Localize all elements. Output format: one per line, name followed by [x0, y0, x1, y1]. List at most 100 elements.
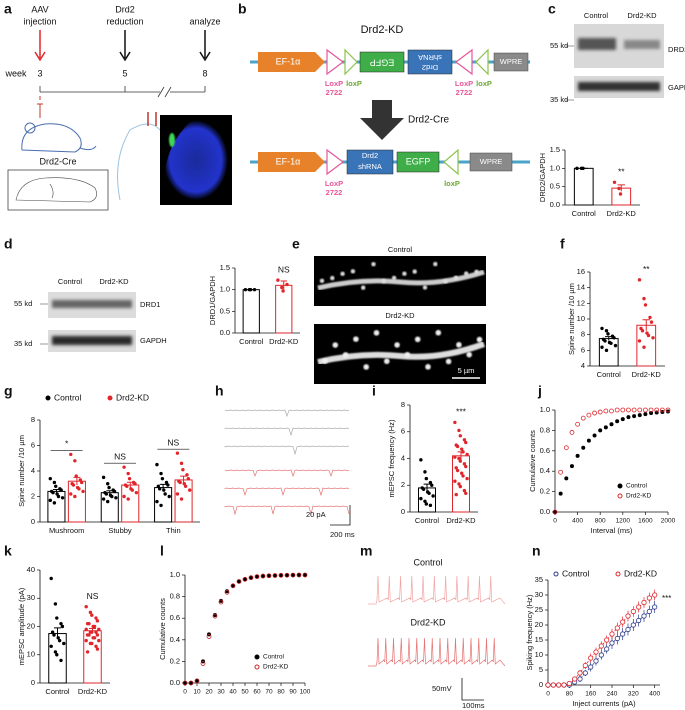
data-point — [179, 497, 184, 501]
data-point — [620, 619, 626, 625]
data-point — [54, 484, 58, 488]
bar — [48, 633, 67, 684]
x-tick-label: Drd2-KD — [446, 516, 476, 525]
data-point — [94, 630, 98, 634]
loxp2722-label: LoxP — [325, 79, 343, 88]
scale-label: 100ms — [462, 701, 485, 710]
data-point — [620, 631, 626, 637]
annotation: NS — [278, 264, 290, 274]
data-point — [156, 484, 161, 488]
data-point — [581, 166, 585, 171]
data-point — [90, 630, 94, 634]
data-point — [625, 626, 631, 633]
x-tick-label: 90 — [289, 689, 297, 696]
data-point — [73, 494, 77, 499]
loxp-label: loxP — [444, 179, 460, 188]
data-point — [92, 636, 97, 640]
data-point — [588, 655, 594, 661]
band — [624, 40, 660, 49]
y-tick-label: 0.4 — [170, 635, 180, 644]
data-point — [185, 473, 189, 477]
data-point — [133, 482, 137, 486]
y-axis-label: DRD2/GAPDH — [538, 153, 547, 202]
legend-marker — [254, 654, 260, 660]
scale-label: 20 pA — [306, 510, 326, 519]
data-point — [641, 613, 647, 619]
x-tick-label: 160 — [585, 691, 596, 698]
data-point — [87, 633, 91, 637]
y-tick-label: 8 — [401, 400, 405, 409]
data-point — [453, 455, 457, 459]
egfp — [396, 151, 440, 173]
data-point — [55, 616, 59, 620]
data-point — [78, 478, 83, 482]
scale-bar — [330, 505, 351, 526]
data-point — [419, 496, 423, 501]
data-point — [254, 574, 259, 579]
spine — [474, 269, 479, 275]
y-tick-label: 12 — [577, 298, 585, 307]
step-label: injection — [23, 16, 56, 26]
x-tick-label: Mushroom — [49, 526, 84, 535]
data-point — [581, 445, 586, 450]
data-point — [59, 488, 63, 492]
spine — [330, 275, 335, 281]
panel-d-blot: Control Drd2-KD 55 kd 35 kd DRD1 GAPDH — [14, 277, 167, 352]
data-point — [188, 681, 193, 686]
y-tick-label: 1.0 — [220, 285, 230, 294]
legend-marker — [107, 395, 113, 401]
panel-label: k — [4, 543, 12, 559]
data-point — [290, 572, 296, 578]
y-tick-label: 6 — [401, 427, 405, 436]
x-tick-label: Drd2-KD — [78, 687, 108, 696]
data-point — [155, 499, 159, 504]
bar — [154, 487, 173, 523]
bar — [452, 455, 470, 513]
annotation: NS — [87, 591, 99, 601]
y-axis-label: mEPSC frequency (Hz) — [387, 419, 396, 497]
x-tick-label: 20 — [205, 689, 213, 696]
spine — [464, 271, 469, 276]
data-point — [224, 589, 230, 595]
loxp-label: loxP — [476, 79, 492, 88]
x-tick-label: 100 — [300, 689, 311, 696]
trace — [224, 469, 350, 478]
data-point — [260, 573, 266, 579]
y-axis-label: Spine number /10 µm — [17, 435, 26, 507]
data-point — [613, 343, 618, 348]
y-axis-label: Spine number /10 µm — [567, 283, 576, 355]
annotation: * — [65, 439, 69, 449]
promoter-label: EF-1α — [276, 56, 301, 66]
data-point — [182, 681, 187, 686]
annotation: ** — [618, 167, 625, 177]
data-point — [637, 413, 642, 418]
data-point — [60, 624, 65, 629]
y-tick-label: 16 — [577, 267, 585, 276]
data-point — [597, 409, 603, 415]
y-tick-label: 1.0 — [170, 570, 180, 579]
data-point — [163, 492, 167, 496]
data-point — [159, 471, 163, 476]
data-point — [618, 192, 623, 196]
data-point — [459, 471, 464, 475]
annotation: NS — [167, 437, 179, 447]
data-point — [260, 574, 265, 579]
data-point — [50, 630, 55, 634]
x-tick-label: 400 — [572, 518, 583, 525]
data-point — [606, 332, 610, 336]
spine — [363, 364, 370, 370]
data-point — [97, 638, 101, 643]
data-point — [659, 407, 665, 413]
y-axis-label: Cumulative counts — [158, 598, 167, 660]
x-axis-label: Interval (ms) — [591, 526, 633, 535]
data-point — [575, 166, 579, 171]
data-point — [424, 502, 429, 506]
data-point — [577, 676, 583, 682]
data-point — [254, 574, 260, 580]
data-point — [637, 407, 643, 413]
scale-label: 50mV — [432, 684, 452, 693]
data-point — [248, 575, 254, 581]
error-bar — [617, 184, 625, 192]
data-point — [642, 345, 646, 349]
y-tick-label: 8 — [581, 330, 585, 339]
